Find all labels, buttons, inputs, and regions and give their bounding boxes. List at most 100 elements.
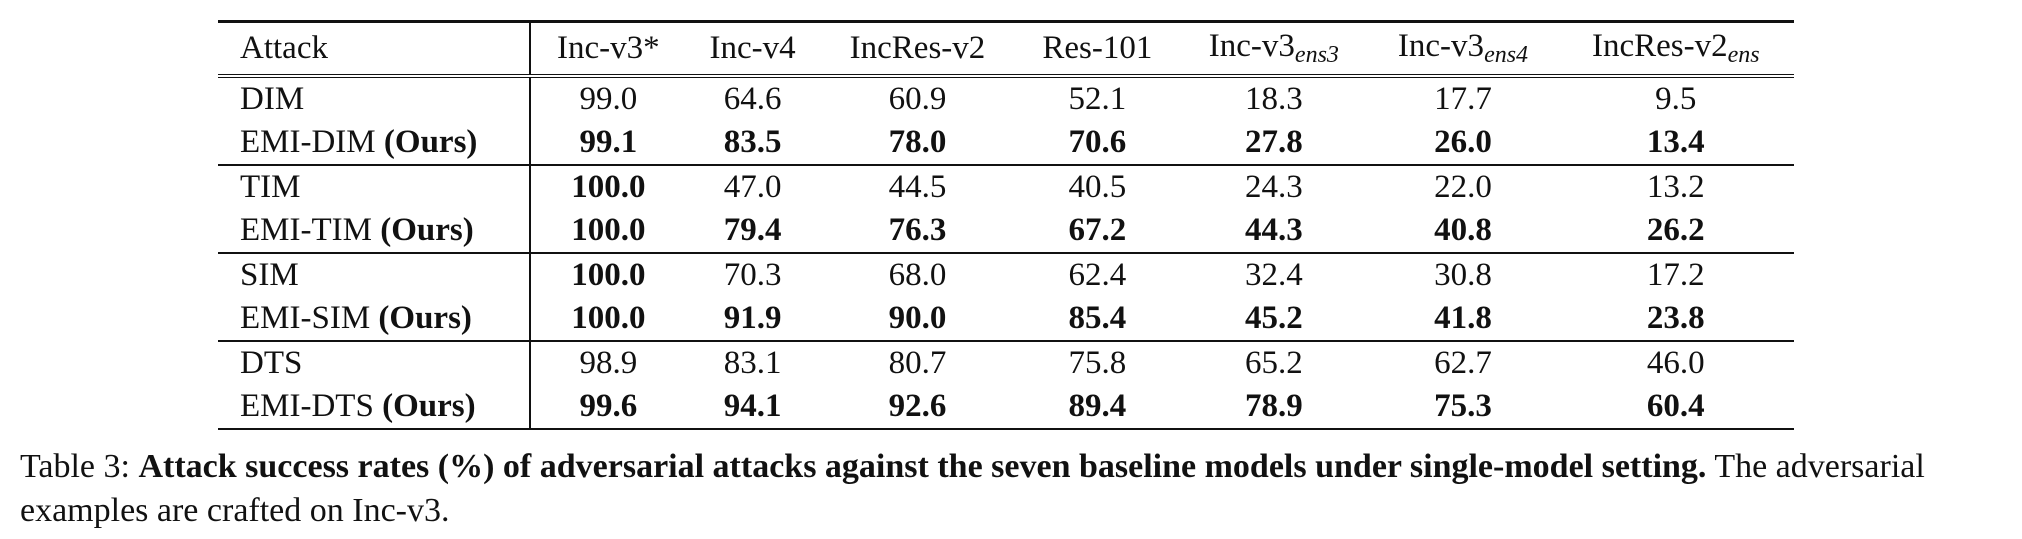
- header-row: Attack Inc-v3* Inc-v4 IncRes-v2 Res-101 Inc-v…: [218, 21, 1794, 77]
- value-cell: 22.0: [1434, 169, 1492, 205]
- attack-name-cell: EMI-DTS (Ours): [218, 385, 531, 429]
- value-cell: 100.0: [571, 212, 646, 248]
- attack-name-cell: TIM: [218, 165, 531, 209]
- value-cell: 26.2: [1646, 212, 1705, 248]
- header-label: Attack: [240, 30, 328, 66]
- header-model-1: Inc-v3*: [530, 22, 686, 77]
- attack-name-cell: EMI-TIM (Ours): [218, 209, 531, 253]
- attack-name-cell: EMI-DIM (Ours): [218, 121, 531, 165]
- header-label: IncRes-v2: [1591, 28, 1728, 64]
- value-cell: 44.5: [888, 169, 947, 205]
- header-model-5: Inc-v3ens3: [1179, 22, 1368, 77]
- value-cell: 94.1: [723, 388, 782, 424]
- value-cell: 78.9: [1244, 388, 1303, 424]
- value-cell: 67.2: [1068, 212, 1127, 248]
- ours-tag: (Ours): [378, 300, 472, 336]
- value-cell: 60.9: [888, 81, 947, 117]
- header-label: Inc-v4: [709, 30, 796, 66]
- value-cell: 52.1: [1068, 81, 1127, 117]
- attack-name-cell: EMI-SIM (Ours): [218, 297, 531, 341]
- row-group: SIM 100.0 70.3 68.0 62.4 32.4 30.8 17.2 EMI-SIM …: [218, 253, 1794, 341]
- row-group: DTS 98.9 83.1 80.7 75.8 65.2 62.7 46.0 EMI-DTS (…: [218, 341, 1794, 429]
- value-cell: 13.4: [1646, 124, 1705, 160]
- row-group: TIM 100.0 47.0 44.5 40.5 24.3 22.0 13.2 EMI-TIM …: [218, 165, 1794, 253]
- value-cell: 17.7: [1434, 81, 1492, 117]
- value-cell: 68.0: [888, 257, 947, 293]
- header-label: IncRes-v2: [849, 30, 986, 66]
- table-row: TIM 100.0 47.0 44.5 40.5 24.3 22.0 13.2: [218, 165, 1794, 209]
- header-subscript: ens4: [1484, 42, 1529, 68]
- table-row: SIM 100.0 70.3 68.0 62.4 32.4 30.8 17.2: [218, 253, 1794, 297]
- value-cell: 99.1: [579, 124, 638, 160]
- ours-tag: (Ours): [383, 124, 478, 160]
- value-cell: 100.0: [571, 300, 646, 336]
- value-cell: 9.5: [1655, 81, 1697, 117]
- results-table-container: Attack Inc-v3* Inc-v4 IncRes-v2 Res-101 Inc-v…: [218, 20, 1794, 430]
- table-row: EMI-TIM (Ours) 100.0 79.4 76.3 67.2 44.3 40.8 2…: [218, 209, 1794, 253]
- value-cell: 13.2: [1646, 169, 1705, 205]
- value-cell: 40.8: [1434, 212, 1492, 248]
- attack-name-cell: DIM: [218, 76, 531, 121]
- header-model-2: Inc-v4: [686, 22, 820, 77]
- caption-normal-text: The adversarial examples are crafted on …: [20, 448, 1925, 529]
- value-cell: 92.6: [888, 388, 947, 424]
- caption-bold-text: Attack success rates (%) of adversarial …: [138, 448, 1707, 485]
- value-cell: 75.3: [1434, 388, 1492, 424]
- value-cell: 60.4: [1646, 388, 1705, 424]
- value-cell: 27.8: [1244, 124, 1303, 160]
- value-cell: 23.8: [1646, 300, 1705, 336]
- value-cell: 18.3: [1244, 81, 1303, 117]
- header-model-3: IncRes-v2: [819, 22, 1015, 77]
- value-cell: 78.0: [888, 124, 947, 160]
- attack-name: EMI-DTS: [240, 388, 383, 424]
- value-cell: 41.8: [1434, 300, 1492, 336]
- caption-label: Table 3:: [20, 448, 139, 485]
- row-group: DIM 99.0 64.6 60.9 52.1 18.3 17.7 9.5 EMI-DIM (O…: [218, 76, 1794, 165]
- value-cell: 100.0: [571, 169, 646, 205]
- table-header: Attack Inc-v3* Inc-v4 IncRes-v2 Res-101 Inc-v…: [218, 21, 1794, 77]
- header-model-6: Inc-v3ens4: [1368, 22, 1557, 77]
- value-cell: 44.3: [1244, 212, 1303, 248]
- value-cell: 26.0: [1434, 124, 1492, 160]
- header-model-4: Res-101: [1016, 22, 1180, 77]
- value-cell: 65.2: [1244, 345, 1303, 381]
- value-cell: 46.0: [1646, 345, 1705, 381]
- attack-name: EMI-SIM: [240, 300, 379, 336]
- value-cell: 100.0: [571, 257, 646, 293]
- value-cell: 75.8: [1068, 345, 1127, 381]
- table-row: EMI-DIM (Ours) 99.1 83.5 78.0 70.6 27.8 26.0 13…: [218, 121, 1794, 165]
- table-row: EMI-SIM (Ours) 100.0 91.9 90.0 85.4 45.2 41.8 2…: [218, 297, 1794, 341]
- value-cell: 24.3: [1244, 169, 1303, 205]
- value-cell: 32.4: [1244, 257, 1303, 293]
- results-table: Attack Inc-v3* Inc-v4 IncRes-v2 Res-101 Inc-v…: [218, 20, 1794, 430]
- value-cell: 89.4: [1068, 388, 1127, 424]
- value-cell: 98.9: [579, 345, 638, 381]
- value-cell: 90.0: [888, 300, 947, 336]
- value-cell: 99.0: [579, 81, 638, 117]
- value-cell: 17.2: [1646, 257, 1705, 293]
- value-cell: 83.5: [723, 124, 782, 160]
- attack-name-cell: SIM: [218, 253, 531, 297]
- header-attack: Attack: [218, 21, 531, 76]
- header-subscript: ens: [1727, 42, 1760, 68]
- value-cell: 30.8: [1434, 257, 1492, 293]
- attack-name: SIM: [240, 257, 299, 293]
- value-cell: 40.5: [1068, 169, 1127, 205]
- attack-name: EMI-DIM: [240, 124, 384, 160]
- value-cell: 70.3: [723, 257, 782, 293]
- header-subscript: ens3: [1294, 42, 1339, 68]
- header-label: Inc-v3*: [557, 30, 660, 66]
- attack-name: EMI-TIM: [240, 212, 381, 248]
- table-caption: Table 3: Attack success rates (%) of adv…: [20, 445, 2010, 533]
- value-cell: 64.6: [723, 81, 782, 117]
- ours-tag: (Ours): [380, 212, 474, 248]
- header-model-7: IncRes-v2ens: [1558, 22, 1794, 77]
- value-cell: 91.9: [723, 300, 782, 336]
- value-cell: 80.7: [888, 345, 947, 381]
- attack-name: DTS: [240, 345, 303, 381]
- value-cell: 47.0: [723, 169, 782, 205]
- attack-name: TIM: [240, 169, 301, 205]
- value-cell: 62.4: [1068, 257, 1127, 293]
- value-cell: 99.6: [579, 388, 638, 424]
- value-cell: 70.6: [1068, 124, 1127, 160]
